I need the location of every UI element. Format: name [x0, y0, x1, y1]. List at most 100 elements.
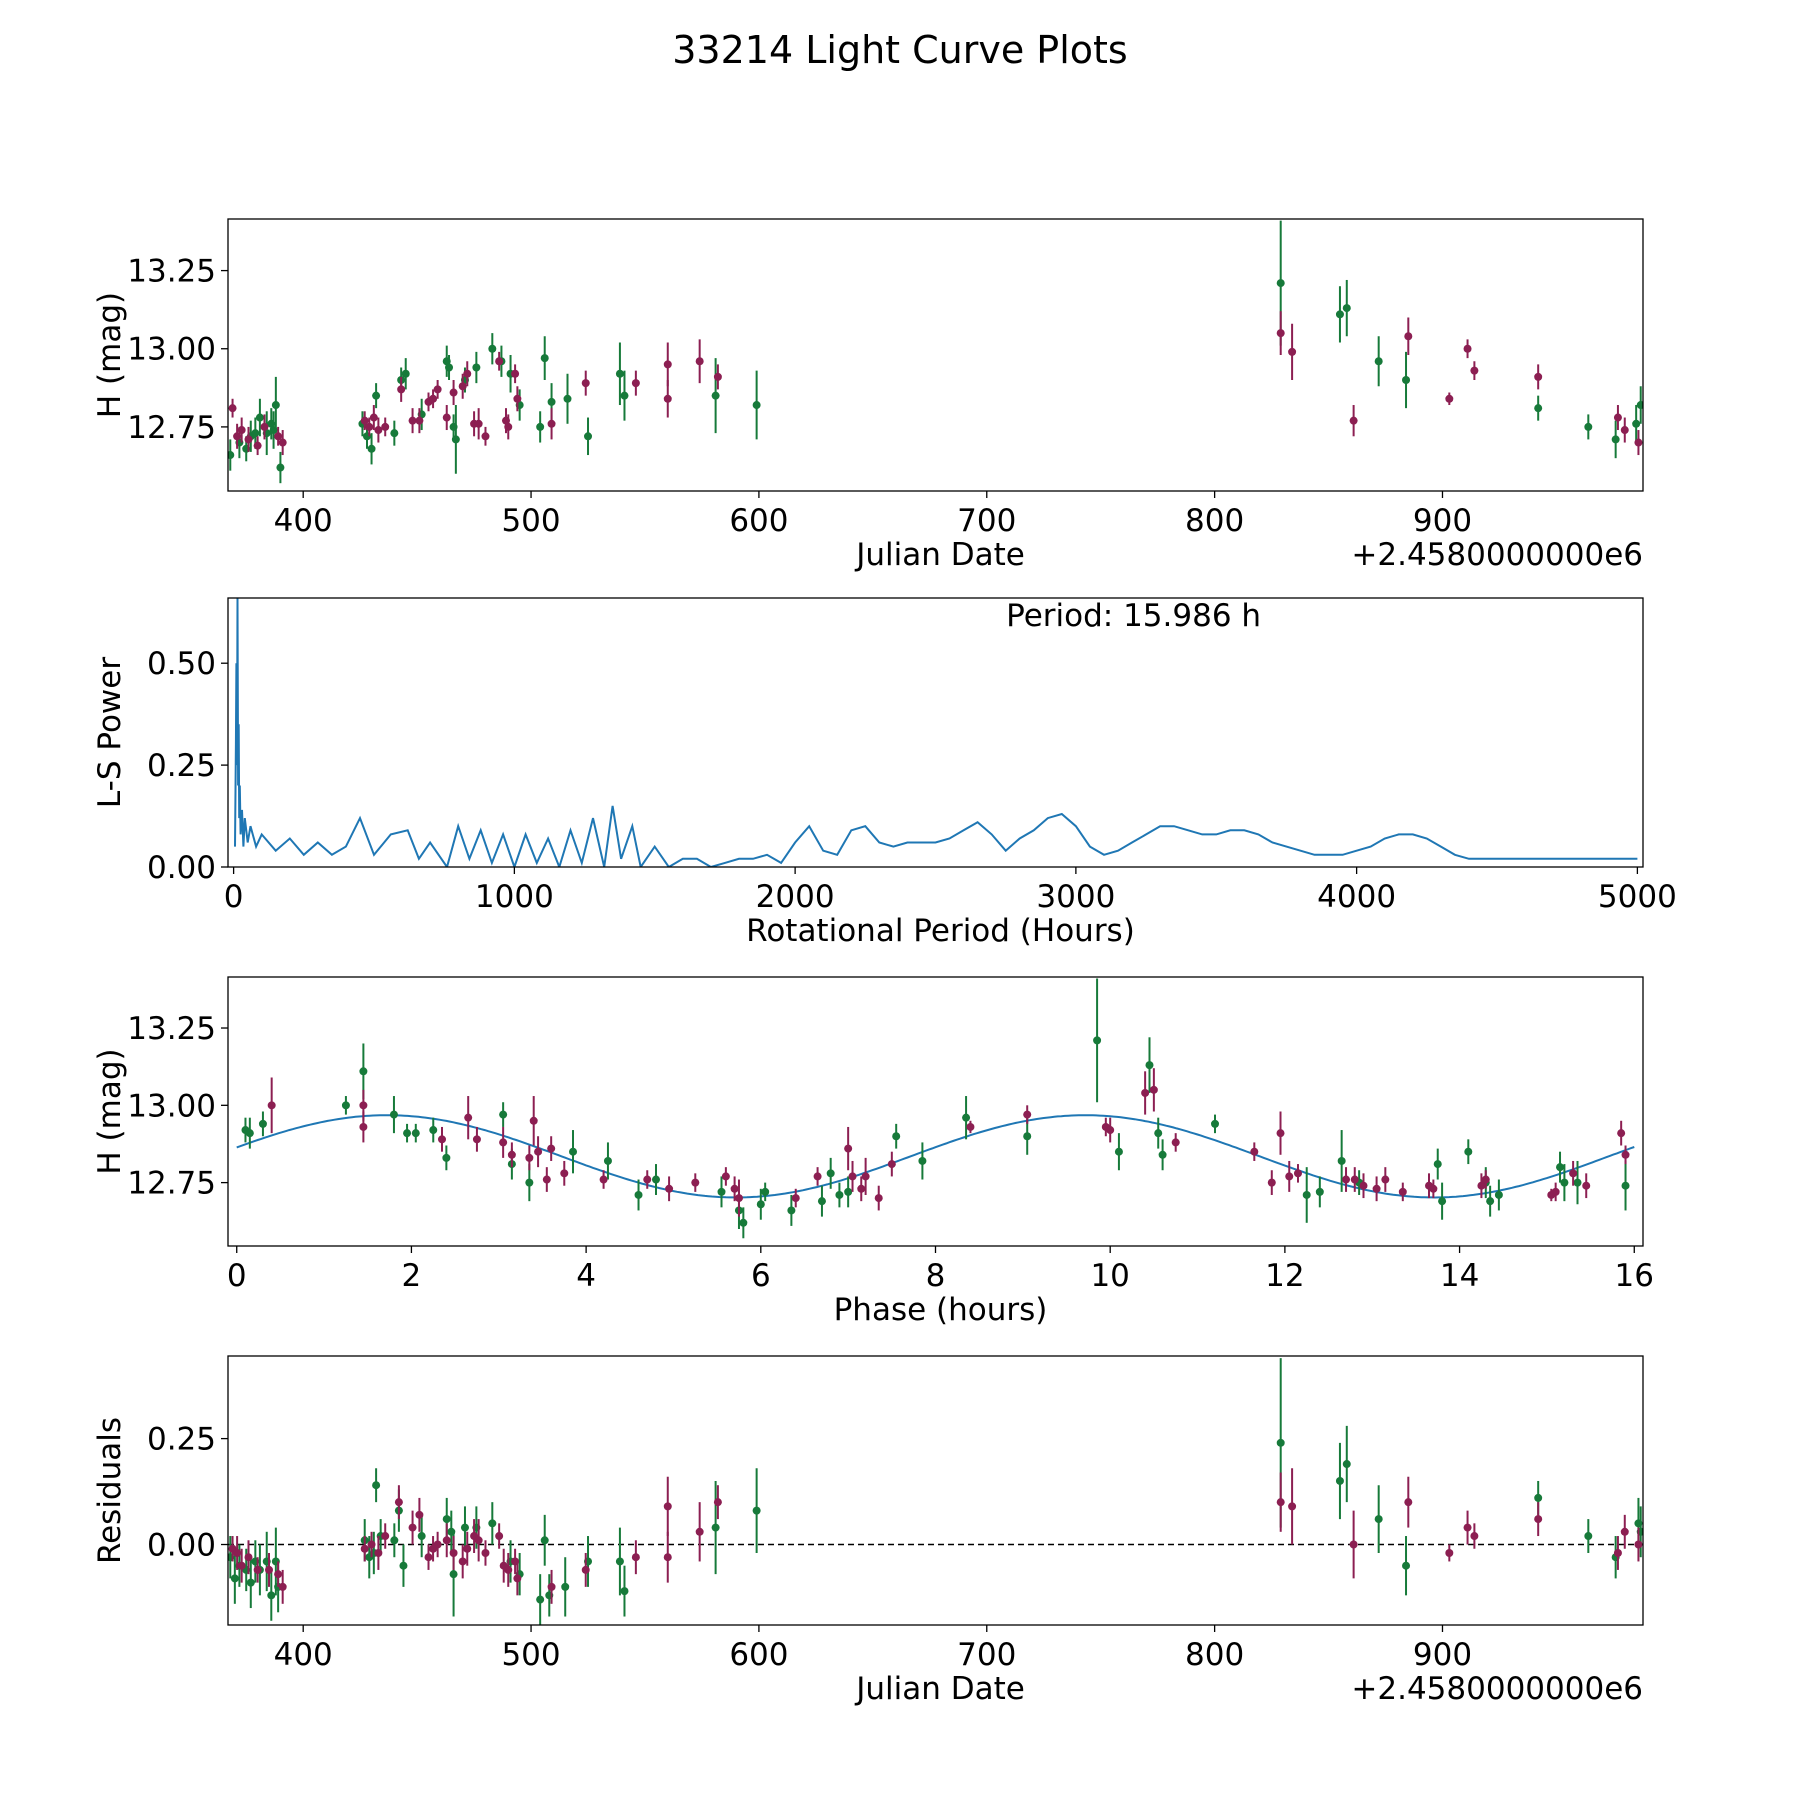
data-point [547, 1582, 556, 1591]
x-tick-label: 10 [1090, 1258, 1129, 1294]
x-axis-label: Julian Date [854, 1671, 1025, 1707]
data-point [540, 354, 549, 363]
plot-area [228, 1358, 1643, 1625]
x-tick-label: 4 [576, 1258, 596, 1294]
data-point [599, 1175, 608, 1184]
data-point [228, 451, 235, 460]
data-point [1429, 1184, 1438, 1193]
data-point [1342, 1460, 1351, 1469]
data-point [1402, 1561, 1411, 1570]
data-point [372, 391, 381, 400]
data-point [717, 1187, 726, 1196]
data-point [1620, 1527, 1629, 1536]
data-point [1337, 1156, 1346, 1165]
data-point [495, 357, 504, 366]
data-point [966, 1122, 975, 1131]
data-point [1634, 1540, 1643, 1549]
x-tick-label: 900 [1413, 1637, 1472, 1673]
data-point [442, 1515, 451, 1524]
residuals-panel: 400 500 600 700 800 900 0.00 0.25 Julian Date Res… [92, 1355, 1644, 1707]
data-point [463, 1544, 472, 1553]
data-point [1374, 1515, 1383, 1524]
data-point [1145, 1061, 1154, 1070]
data-point [734, 1194, 743, 1203]
data-point [874, 1194, 883, 1203]
data-point [408, 416, 417, 425]
data-point [739, 1218, 748, 1227]
data-point [274, 432, 283, 441]
data-point [1464, 1147, 1473, 1156]
data-point [1534, 372, 1543, 381]
data-point [260, 422, 269, 431]
data-point [433, 385, 442, 394]
data-point [507, 1150, 516, 1159]
data-point [1293, 1169, 1302, 1178]
x-tick-label: 8 [926, 1258, 946, 1294]
data-point [449, 1548, 458, 1557]
data-point [374, 1548, 383, 1557]
data-point [761, 1187, 770, 1196]
data-point [826, 1169, 835, 1178]
data-point [1636, 401, 1643, 410]
data-point [1335, 1476, 1344, 1485]
data-point [695, 357, 704, 366]
data-point [713, 372, 722, 381]
y-tick-label: 12.75 [127, 410, 216, 446]
series-maroon [228, 311, 1643, 456]
data-point [561, 1582, 570, 1591]
data-point [540, 1536, 549, 1545]
data-point [228, 404, 237, 413]
data-point [1584, 422, 1593, 431]
y-tick-label: 0.25 [147, 748, 216, 784]
data-point [1617, 1129, 1626, 1138]
data-point [451, 435, 460, 444]
data-point [1445, 1548, 1454, 1557]
x-tick-label: 4000 [1317, 879, 1396, 915]
data-point [620, 391, 629, 400]
data-point [542, 1175, 551, 1184]
data-point [367, 1540, 376, 1549]
x-tick-label: 600 [729, 503, 788, 539]
data-point [1149, 1085, 1158, 1094]
data-point [237, 1561, 246, 1570]
phased-curve-panel: 0 2 4 6 8 10 12 14 16 12.75 13.00 13.25 Phase (hours… [92, 976, 1654, 1328]
data-point [369, 413, 378, 422]
data-point [1342, 1175, 1351, 1184]
data-point [463, 369, 472, 378]
data-point [1302, 1190, 1311, 1199]
data-point [1374, 357, 1383, 366]
data-point [1158, 1150, 1167, 1159]
data-point [1534, 1515, 1543, 1524]
data-point [534, 1147, 543, 1156]
data-point [1445, 394, 1454, 403]
x-tick-label: 500 [501, 1637, 560, 1673]
data-point [417, 1532, 426, 1541]
data-point [1372, 1184, 1381, 1193]
data-point [474, 1536, 483, 1545]
x-tick-label: 0 [227, 1258, 247, 1294]
series-green [241, 978, 1630, 1239]
data-point [1023, 1110, 1032, 1119]
data-point [230, 1574, 239, 1583]
data-point [374, 426, 383, 435]
data-point [464, 1113, 473, 1122]
data-point [857, 1184, 866, 1193]
data-point [389, 1110, 398, 1119]
data-point [547, 397, 556, 406]
data-point [663, 360, 672, 369]
y-tick-label: 0.00 [147, 850, 216, 886]
data-point [341, 1101, 350, 1110]
data-point [251, 429, 260, 438]
data-point [1141, 1088, 1150, 1097]
data-point [918, 1156, 927, 1165]
data-point [442, 1536, 451, 1545]
data-point [1621, 1181, 1630, 1190]
x-tick-label: 2 [402, 1258, 422, 1294]
data-point [813, 1172, 822, 1181]
data-point [529, 1116, 538, 1125]
data-point [1611, 435, 1620, 444]
data-point [1315, 1187, 1324, 1196]
data-point [429, 1126, 438, 1135]
data-point [237, 426, 246, 435]
